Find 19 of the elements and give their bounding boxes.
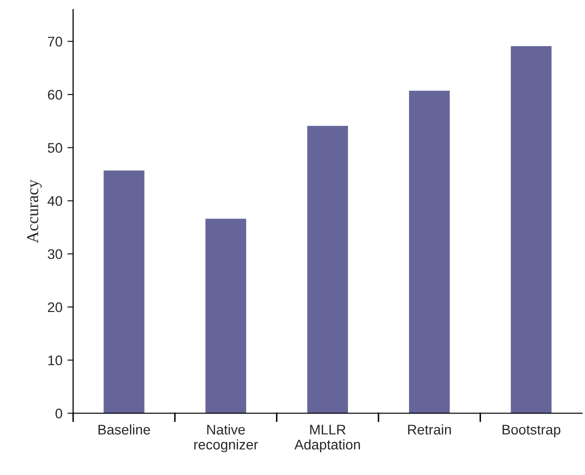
y-tick-label: 30 <box>48 249 62 260</box>
y-axis-title: Accuracy <box>27 180 42 244</box>
bar <box>409 90 450 414</box>
y-tick-label: 10 <box>48 355 62 366</box>
x-tick-label: Bootstrap <box>502 424 560 438</box>
y-tick-label: 70 <box>48 36 62 47</box>
y-tick-label: 40 <box>48 196 62 206</box>
x-tick-label: Baseline <box>98 424 150 435</box>
bar <box>104 170 144 414</box>
bar <box>510 46 552 414</box>
y-tick-label: 20 <box>48 302 62 312</box>
y-tick-label: 0 <box>56 408 62 418</box>
bar <box>205 218 246 414</box>
x-tick-label: Native recognizer <box>194 424 258 452</box>
bar <box>307 126 348 414</box>
y-tick-label: 50 <box>48 142 62 153</box>
x-tick-label: Retrain <box>408 424 451 435</box>
x-tick-label: MLLR Adaptation <box>294 424 360 452</box>
y-tick-label: 60 <box>48 90 62 100</box>
